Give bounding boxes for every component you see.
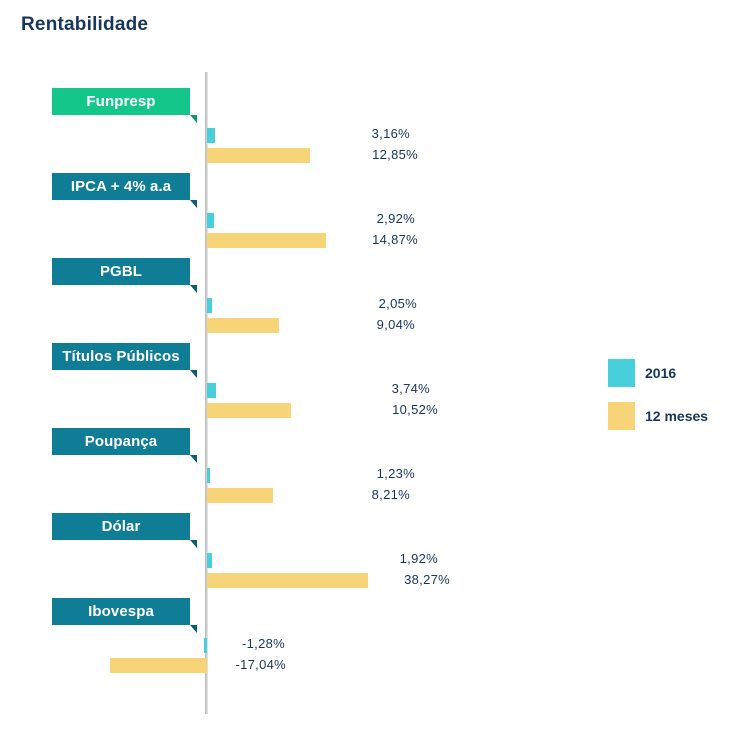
category-label: Poupança bbox=[52, 428, 190, 455]
value-label-12-meses: 9,04% bbox=[376, 317, 415, 332]
category-label-fold bbox=[190, 370, 197, 378]
value-label-2016: 3,16% bbox=[371, 126, 410, 141]
legend-swatch bbox=[608, 402, 635, 430]
value-label-2016: 2,05% bbox=[378, 296, 417, 311]
legend-swatch bbox=[608, 359, 635, 387]
legend-label: 12 meses bbox=[645, 408, 709, 424]
category-label-fold bbox=[190, 115, 197, 123]
category-label: Títulos Públicos bbox=[52, 343, 190, 370]
value-label-12-meses: 38,27% bbox=[404, 572, 450, 587]
value-label-12-meses: 14,87% bbox=[372, 232, 418, 247]
value-label-12-meses: 10,52% bbox=[392, 402, 438, 417]
category-label-fold bbox=[190, 285, 197, 293]
bar-2016 bbox=[207, 298, 213, 313]
bar-2016 bbox=[203, 638, 207, 653]
value-label-2016: -1,28% bbox=[242, 636, 285, 651]
bar-12-meses bbox=[109, 658, 207, 673]
value-label-12-meses: -17,04% bbox=[235, 657, 286, 672]
value-label-12-meses: 8,21% bbox=[371, 487, 410, 502]
bar-2016 bbox=[207, 213, 215, 228]
category-label-fold bbox=[190, 455, 197, 463]
category-label: IPCA + 4% a.a bbox=[52, 173, 190, 200]
bar-2016 bbox=[207, 553, 212, 568]
bar-12-meses bbox=[207, 573, 368, 588]
bar-12-meses bbox=[207, 488, 273, 503]
category-label-fold bbox=[190, 540, 197, 548]
bar-2016 bbox=[207, 128, 215, 143]
legend-label: 2016 bbox=[645, 365, 677, 381]
value-label-2016: 3,74% bbox=[391, 381, 430, 396]
category-label: Funpresp bbox=[52, 88, 190, 115]
category-label-fold bbox=[190, 625, 197, 633]
value-label-12-meses: 12,85% bbox=[372, 147, 418, 162]
zero-axis-line bbox=[205, 72, 208, 714]
bar-12-meses bbox=[207, 233, 326, 248]
bar-12-meses bbox=[207, 403, 292, 418]
category-label: Ibovespa bbox=[52, 598, 190, 625]
value-label-2016: 1,23% bbox=[376, 466, 415, 481]
bar-12-meses bbox=[207, 148, 310, 163]
value-label-2016: 1,92% bbox=[399, 551, 438, 566]
bar-12-meses bbox=[207, 318, 280, 333]
bar-2016 bbox=[207, 468, 210, 483]
bar-2016 bbox=[207, 383, 217, 398]
category-label: PGBL bbox=[52, 258, 190, 285]
value-label-2016: 2,92% bbox=[376, 211, 415, 226]
category-label-fold bbox=[190, 200, 197, 208]
chart-title: Rentabilidade bbox=[21, 14, 149, 35]
category-label: Dólar bbox=[52, 513, 190, 540]
